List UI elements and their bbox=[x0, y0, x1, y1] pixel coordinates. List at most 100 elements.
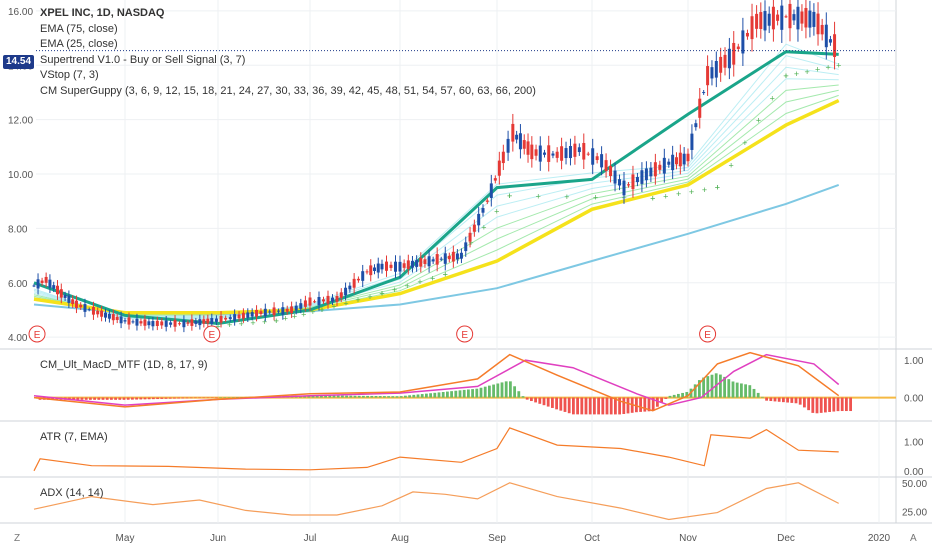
candle-body bbox=[613, 170, 617, 184]
candle-body bbox=[698, 98, 702, 118]
candle-body bbox=[577, 147, 581, 153]
macd-histogram-bar bbox=[551, 397, 554, 408]
macd-histogram-bar bbox=[651, 397, 655, 411]
candle-body bbox=[736, 46, 740, 50]
adx-pane-label[interactable]: ADX (14, 14) bbox=[40, 487, 104, 499]
candle-body bbox=[820, 24, 824, 35]
candle-body bbox=[530, 144, 534, 160]
macd-histogram-bar bbox=[425, 393, 428, 398]
adx-tick-label: 50.00 bbox=[902, 479, 927, 490]
candle-body bbox=[107, 313, 111, 319]
ema-200-line bbox=[33, 183, 840, 316]
candle-body bbox=[427, 256, 431, 267]
candle-body bbox=[263, 308, 267, 317]
macd-histogram-bar bbox=[504, 381, 508, 398]
macd-histogram-bar bbox=[97, 397, 101, 400]
price-tick-label: 8.00 bbox=[8, 224, 28, 235]
candle-body bbox=[493, 178, 497, 181]
time-tick-label: Nov bbox=[679, 533, 697, 544]
supertrend-marker: + bbox=[650, 193, 655, 203]
candle-body bbox=[622, 180, 626, 196]
candle-body bbox=[564, 148, 568, 159]
supertrend-marker: + bbox=[689, 187, 694, 197]
supertrend-marker: + bbox=[262, 317, 267, 327]
macd-tick-label: 1.00 bbox=[904, 356, 924, 367]
zoom-button[interactable]: Z bbox=[14, 533, 21, 544]
ema-75-line bbox=[33, 99, 840, 315]
candle-body bbox=[376, 263, 380, 273]
candle-body bbox=[151, 321, 155, 327]
supertrend-marker: + bbox=[227, 320, 232, 330]
macd-pane-label[interactable]: CM_Ult_MacD_MTF (1D, 8, 17, 9) bbox=[40, 359, 208, 371]
adx-tick-label: 25.00 bbox=[902, 508, 927, 519]
candle-body bbox=[727, 48, 731, 69]
candle-body bbox=[36, 279, 40, 289]
earnings-marker-label: E bbox=[208, 330, 215, 341]
time-tick-label: May bbox=[116, 533, 135, 544]
candle-body bbox=[489, 183, 493, 198]
supertrend-marker: + bbox=[815, 65, 820, 75]
macd-histogram-bar bbox=[702, 377, 705, 398]
supertrend-marker: + bbox=[355, 295, 360, 305]
macd-histogram-bar bbox=[517, 391, 521, 398]
candle-body bbox=[32, 285, 36, 287]
macd-histogram-bar bbox=[660, 397, 663, 403]
supertrend-marker: + bbox=[274, 316, 279, 326]
candle-body bbox=[419, 257, 423, 267]
candle-body bbox=[190, 319, 194, 326]
macd-histogram-bar bbox=[366, 395, 369, 398]
macd-histogram-bar bbox=[345, 395, 348, 398]
macd-histogram-bar bbox=[719, 374, 722, 398]
candle-body bbox=[290, 306, 294, 314]
earnings-marker-circle bbox=[699, 325, 717, 343]
candle-body bbox=[127, 317, 131, 325]
candle-body bbox=[186, 322, 190, 324]
macd-histogram-bar bbox=[849, 397, 852, 412]
macd-histogram-bar bbox=[458, 390, 462, 398]
macd-histogram-bar bbox=[399, 396, 403, 398]
supertrend-marker: + bbox=[379, 289, 384, 299]
candle-body bbox=[303, 300, 307, 307]
macd-histogram-bar bbox=[437, 392, 441, 398]
macd-histogram-bar bbox=[118, 397, 122, 400]
supertrend-marker: + bbox=[702, 185, 707, 195]
supertrend-marker: + bbox=[770, 93, 775, 103]
candle-body bbox=[237, 314, 241, 319]
candle-body bbox=[169, 322, 173, 325]
macd-histogram-bar bbox=[723, 376, 726, 398]
macd-histogram-bar bbox=[731, 381, 735, 398]
candle-body bbox=[173, 319, 177, 327]
candle-body bbox=[326, 295, 330, 304]
macd-histogram-bar bbox=[752, 388, 756, 398]
candle-body bbox=[71, 299, 75, 305]
candle-body bbox=[451, 251, 455, 262]
candle-body bbox=[662, 157, 666, 174]
macd-histogram-bar bbox=[588, 397, 592, 415]
macd-histogram-bar bbox=[105, 397, 109, 400]
macd-histogram-bar bbox=[89, 397, 92, 400]
candle-body bbox=[741, 30, 745, 54]
candle-body bbox=[468, 232, 472, 242]
macd-histogram-bar bbox=[782, 397, 785, 403]
earnings-marker-circle bbox=[456, 325, 474, 343]
atr-pane-label[interactable]: ATR (7, EMA) bbox=[40, 431, 108, 443]
time-tick-label: Dec bbox=[777, 533, 795, 544]
auto-scale-button[interactable]: A bbox=[910, 533, 917, 544]
candle-body bbox=[331, 297, 334, 302]
candle-body bbox=[506, 138, 510, 153]
candle-body bbox=[361, 271, 365, 281]
candle-body bbox=[143, 319, 147, 326]
macd-histogram-bar bbox=[114, 397, 117, 400]
candle-body bbox=[344, 287, 348, 296]
supertrend-marker: + bbox=[742, 138, 747, 148]
candle-body bbox=[543, 152, 546, 155]
macd-histogram-bar bbox=[584, 397, 588, 415]
candle-body bbox=[604, 160, 608, 171]
candle-body bbox=[177, 323, 181, 325]
macd-histogram-bar bbox=[131, 397, 134, 400]
candle-body bbox=[439, 258, 443, 260]
candle-body bbox=[609, 166, 613, 177]
guppy-ribbon-line bbox=[33, 43, 839, 320]
macd-histogram-bar bbox=[152, 397, 155, 400]
candle-body bbox=[658, 164, 662, 170]
